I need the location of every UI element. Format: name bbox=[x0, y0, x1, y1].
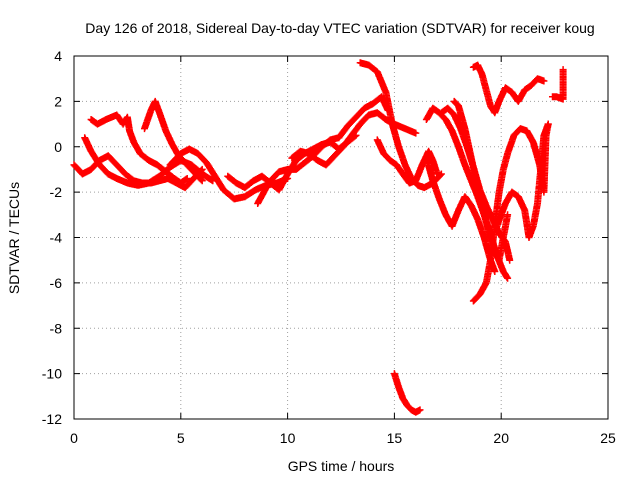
series-arc-3 bbox=[87, 111, 191, 187]
y-tick-labels: 4 2 0 -2 -4 -6 -8 -10 -12 bbox=[42, 48, 62, 427]
data-point-marks bbox=[288, 109, 420, 169]
y-tick-label: 0 bbox=[54, 139, 62, 155]
series-arc-17 bbox=[493, 120, 552, 241]
x-tick-label: 15 bbox=[387, 430, 403, 446]
series-arc-18 bbox=[390, 370, 424, 416]
data-point-marks bbox=[254, 93, 392, 207]
y-tick-label: 4 bbox=[54, 48, 62, 64]
series-arc-10 bbox=[373, 136, 441, 187]
x-tick-labels: 0 5 10 15 20 25 bbox=[70, 430, 616, 446]
y-tick-label: -12 bbox=[42, 411, 62, 427]
x-tick-label: 5 bbox=[177, 430, 185, 446]
tick-marks bbox=[73, 55, 609, 420]
x-tick-label: 25 bbox=[600, 430, 616, 446]
series-arc-7 bbox=[254, 93, 392, 207]
y-tick-label: -4 bbox=[50, 230, 63, 246]
y-tick-label: -8 bbox=[50, 320, 63, 336]
y-axis-label: SDTVAR / TECUs bbox=[6, 182, 22, 294]
data-point-marks bbox=[141, 97, 206, 185]
data-marks bbox=[70, 59, 567, 416]
x-tick-label: 0 bbox=[70, 430, 78, 446]
y-tick-label: -6 bbox=[50, 275, 63, 291]
series-arc-16 bbox=[469, 61, 548, 117]
data-point-marks bbox=[390, 370, 424, 416]
series-arc-19 bbox=[549, 66, 567, 103]
y-tick-label: -2 bbox=[50, 184, 63, 200]
y-tick-label: 2 bbox=[54, 93, 62, 109]
data-point-marks bbox=[493, 120, 552, 241]
series-arc-4 bbox=[141, 97, 206, 185]
chart-title: Day 126 of 2018, Sidereal Day-to-day VTE… bbox=[85, 20, 594, 36]
data-point-marks bbox=[87, 111, 191, 187]
x-tick-label: 20 bbox=[493, 430, 509, 446]
y-tick-label: -10 bbox=[42, 366, 62, 382]
gridlines bbox=[74, 56, 608, 419]
x-axis-label: GPS time / hours bbox=[288, 458, 395, 474]
x-tick-label: 10 bbox=[280, 430, 296, 446]
data-point-marks bbox=[373, 136, 441, 187]
data-point-marks bbox=[549, 66, 567, 103]
series-arc-8 bbox=[288, 109, 420, 169]
data-point-marks bbox=[469, 61, 548, 117]
